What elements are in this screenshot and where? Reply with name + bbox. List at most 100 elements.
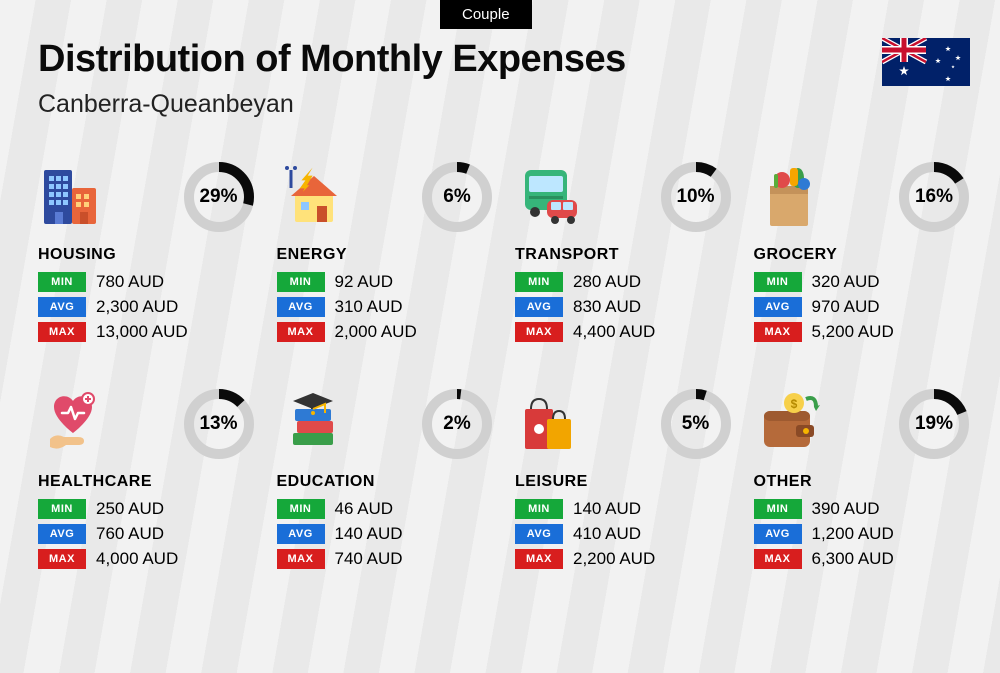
min-value: 390 AUD [812,499,880,519]
max-value: 4,000 AUD [96,549,178,569]
min-row: MIN 280 AUD [515,272,732,292]
avg-badge: AVG [277,524,325,544]
min-badge: MIN [277,272,325,292]
avg-row: AVG 410 AUD [515,524,732,544]
pct-donut: 6% [421,161,493,233]
category-card-leisure: 5% LEISURE MIN 140 AUD AVG 410 AUD MAX 2… [515,387,732,574]
australia-flag-icon [882,38,970,86]
avg-value: 2,300 AUD [96,297,178,317]
wallet-icon: $ [754,389,824,459]
category-card-healthcare: 13% HEALTHCARE MIN 250 AUD AVG 760 AUD M… [38,387,255,574]
min-value: 92 AUD [335,272,394,292]
avg-row: AVG 310 AUD [277,297,494,317]
category-name: ENERGY [277,246,494,264]
heart-hand-icon [38,389,108,459]
max-badge: MAX [38,322,86,342]
max-row: MAX 4,400 AUD [515,322,732,342]
category-card-energy: 6% ENERGY MIN 92 AUD AVG 310 AUD MAX 2,0… [277,160,494,347]
grad-books-icon [277,389,347,459]
max-badge: MAX [754,322,802,342]
categories-grid: 29% HOUSING MIN 780 AUD AVG 2,300 AUD MA… [38,160,970,574]
max-row: MAX 4,000 AUD [38,549,255,569]
min-badge: MIN [754,272,802,292]
min-value: 320 AUD [812,272,880,292]
pct-donut: 13% [183,388,255,460]
min-badge: MIN [754,499,802,519]
max-row: MAX 13,000 AUD [38,322,255,342]
max-row: MAX 740 AUD [277,549,494,569]
max-badge: MAX [277,549,325,569]
pct-value: 6% [443,186,470,208]
min-value: 250 AUD [96,499,164,519]
category-name: LEISURE [515,473,732,491]
min-badge: MIN [38,272,86,292]
avg-value: 760 AUD [96,524,164,544]
category-card-grocery: 16% GROCERY MIN 320 AUD AVG 970 AUD MAX … [754,160,971,347]
category-card-housing: 29% HOUSING MIN 780 AUD AVG 2,300 AUD MA… [38,160,255,347]
max-value: 4,400 AUD [573,322,655,342]
avg-value: 1,200 AUD [812,524,894,544]
max-badge: MAX [754,549,802,569]
max-row: MAX 6,300 AUD [754,549,971,569]
min-row: MIN 390 AUD [754,499,971,519]
max-badge: MAX [277,322,325,342]
min-row: MIN 250 AUD [38,499,255,519]
category-name: TRANSPORT [515,246,732,264]
min-value: 140 AUD [573,499,641,519]
avg-row: AVG 970 AUD [754,297,971,317]
max-value: 5,200 AUD [812,322,894,342]
min-row: MIN 780 AUD [38,272,255,292]
pct-donut: 2% [421,388,493,460]
svg-text:$: $ [790,397,797,411]
min-badge: MIN [515,272,563,292]
max-row: MAX 5,200 AUD [754,322,971,342]
avg-badge: AVG [277,297,325,317]
max-value: 2,000 AUD [335,322,417,342]
avg-badge: AVG [515,297,563,317]
avg-row: AVG 140 AUD [277,524,494,544]
avg-badge: AVG [515,524,563,544]
category-card-transport: 10% TRANSPORT MIN 280 AUD AVG 830 AUD MA… [515,160,732,347]
min-row: MIN 320 AUD [754,272,971,292]
min-badge: MIN [515,499,563,519]
category-name: OTHER [754,473,971,491]
min-value: 780 AUD [96,272,164,292]
avg-value: 140 AUD [335,524,403,544]
min-row: MIN 46 AUD [277,499,494,519]
max-row: MAX 2,000 AUD [277,322,494,342]
page-title: Distribution of Monthly Expenses [38,38,626,81]
pct-donut: 16% [898,161,970,233]
avg-value: 410 AUD [573,524,641,544]
max-value: 13,000 AUD [96,322,188,342]
min-value: 46 AUD [335,499,394,519]
category-card-other: $ 19% OTHER MIN 390 AUD AVG 1,200 AUD MA… [754,387,971,574]
pct-donut: 29% [183,161,255,233]
category-name: HOUSING [38,246,255,264]
pct-donut: 10% [660,161,732,233]
pct-value: 5% [682,413,709,435]
max-value: 2,200 AUD [573,549,655,569]
max-value: 740 AUD [335,549,403,569]
avg-badge: AVG [38,524,86,544]
max-row: MAX 2,200 AUD [515,549,732,569]
category-name: EDUCATION [277,473,494,491]
avg-value: 970 AUD [812,297,880,317]
pct-value: 16% [915,186,953,208]
max-badge: MAX [515,549,563,569]
household-tag: Couple [440,0,532,29]
avg-row: AVG 760 AUD [38,524,255,544]
avg-badge: AVG [38,297,86,317]
pct-value: 29% [199,186,237,208]
min-badge: MIN [277,499,325,519]
pct-value: 19% [915,413,953,435]
shopping-bags-icon [515,389,585,459]
avg-row: AVG 1,200 AUD [754,524,971,544]
max-value: 6,300 AUD [812,549,894,569]
avg-row: AVG 2,300 AUD [38,297,255,317]
max-badge: MAX [38,549,86,569]
energy-house-icon [277,162,347,232]
min-row: MIN 92 AUD [277,272,494,292]
avg-badge: AVG [754,297,802,317]
avg-badge: AVG [754,524,802,544]
min-value: 280 AUD [573,272,641,292]
